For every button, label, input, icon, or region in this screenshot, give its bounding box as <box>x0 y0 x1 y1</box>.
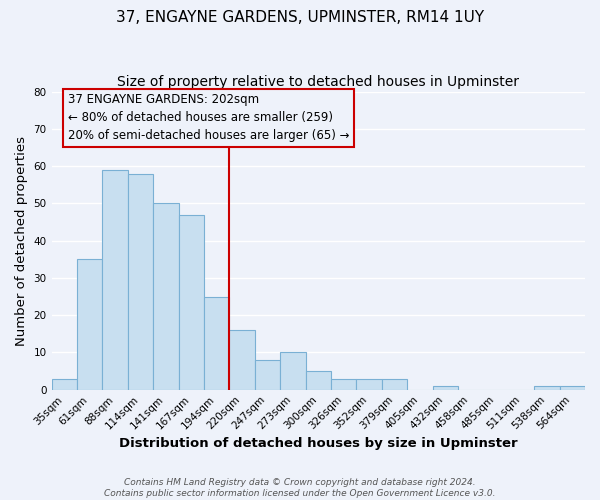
Bar <box>128 174 153 390</box>
Bar <box>433 386 458 390</box>
Bar <box>356 378 382 390</box>
Bar <box>382 378 407 390</box>
Bar <box>153 204 179 390</box>
Bar <box>560 386 585 390</box>
Bar <box>534 386 560 390</box>
Bar <box>204 296 229 390</box>
Y-axis label: Number of detached properties: Number of detached properties <box>15 136 28 346</box>
Bar <box>179 214 204 390</box>
Text: 37 ENGAYNE GARDENS: 202sqm
← 80% of detached houses are smaller (259)
20% of sem: 37 ENGAYNE GARDENS: 202sqm ← 80% of deta… <box>68 94 350 142</box>
Bar <box>280 352 305 390</box>
Title: Size of property relative to detached houses in Upminster: Size of property relative to detached ho… <box>117 75 519 89</box>
Bar <box>331 378 356 390</box>
Bar <box>52 378 77 390</box>
X-axis label: Distribution of detached houses by size in Upminster: Distribution of detached houses by size … <box>119 437 518 450</box>
Text: Contains HM Land Registry data © Crown copyright and database right 2024.
Contai: Contains HM Land Registry data © Crown c… <box>104 478 496 498</box>
Bar <box>305 371 331 390</box>
Bar <box>229 330 255 390</box>
Text: 37, ENGAYNE GARDENS, UPMINSTER, RM14 1UY: 37, ENGAYNE GARDENS, UPMINSTER, RM14 1UY <box>116 10 484 25</box>
Bar <box>103 170 128 390</box>
Bar <box>255 360 280 390</box>
Bar <box>77 260 103 390</box>
